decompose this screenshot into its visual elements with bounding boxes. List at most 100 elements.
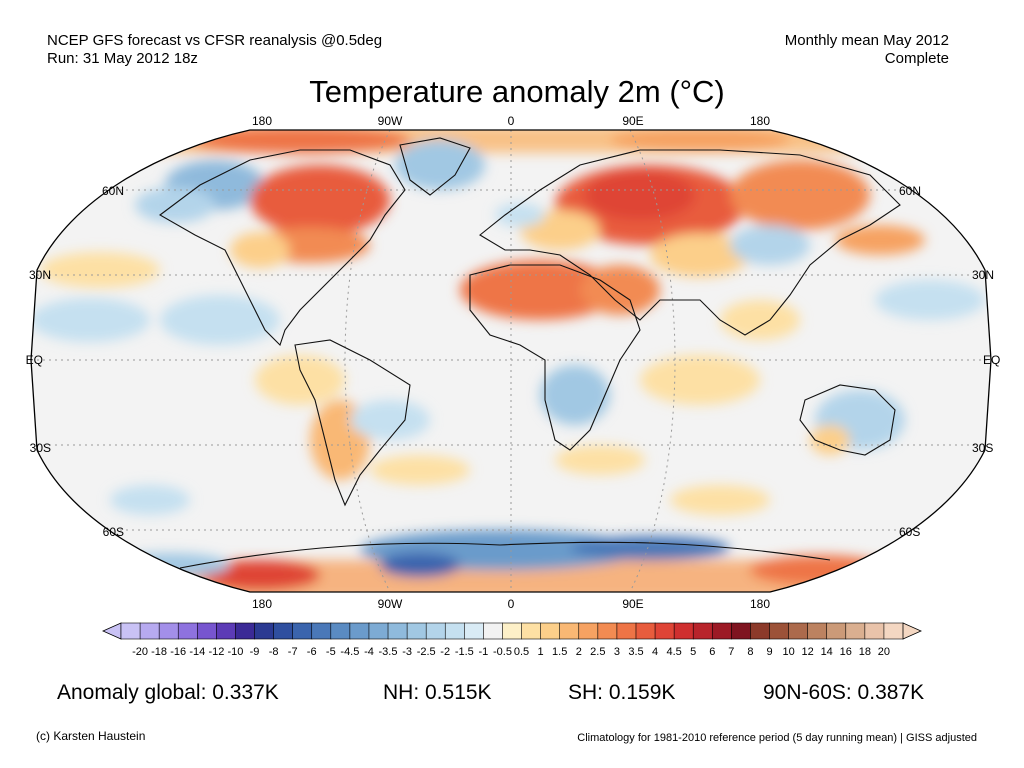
colorbar-tick-label: 5: [690, 646, 697, 658]
colorbar-swatch: [311, 622, 332, 640]
header-model-description: NCEP GFS forecast vs CFSR reanalysis @0.…: [47, 32, 383, 49]
lat-label-left-eq: EQ: [25, 353, 43, 367]
header-status: Complete: [884, 50, 949, 67]
colorbar-tick-label: 10: [782, 646, 795, 658]
colorbar-tick-label: -10: [227, 646, 244, 658]
colorbar-swatch: [254, 622, 275, 640]
colorbar-tick-label: -2.5: [416, 646, 436, 658]
lon-label-bottom-90w: 90W: [377, 597, 403, 611]
colorbar-swatch: [330, 622, 351, 640]
colorbar-tick-label: -7: [287, 646, 298, 658]
colorbar-tick-label: -12: [208, 646, 225, 658]
colorbar-tick-label: 0.5: [513, 646, 530, 658]
colorbar-swatch: [711, 622, 732, 640]
colorbar-swatch: [616, 622, 637, 640]
coastlines: [159, 137, 901, 569]
lat-label-right-30n: 30N: [972, 268, 995, 282]
colorbar-swatch: [521, 622, 542, 640]
colorbar-tick-label: 4: [651, 646, 659, 658]
colorbar-swatch: [673, 622, 694, 640]
header-run-time: Run: 31 May 2012 18z: [47, 50, 198, 67]
lat-label-right-60n: 60N: [899, 184, 922, 198]
colorbar-tick-label: -0.5: [493, 646, 512, 658]
colorbar-tick-label: 7: [728, 646, 735, 658]
colorbar-tick-label: -2: [440, 646, 451, 658]
footer-credit: (c) Karsten Haustein: [36, 729, 146, 743]
colorbar-tick-label: 14: [820, 646, 833, 658]
colorbar-swatch: [597, 622, 618, 640]
colorbar-swatch: [483, 622, 504, 640]
colorbar-tick-label: -8: [268, 646, 279, 658]
lon-label-bottom-90e: 90E: [622, 597, 644, 611]
colorbar-swatch: [177, 622, 198, 640]
lon-label-top-90e: 90E: [622, 114, 644, 128]
colorbar-tick-label: 3: [613, 646, 620, 658]
colorbar-tick-label: -20: [132, 646, 149, 658]
lon-label-top-90w: 90W: [377, 114, 403, 128]
colorbar-swatch: [292, 622, 313, 640]
colorbar-swatch: [425, 622, 446, 640]
stat-global-anomaly: Anomaly global: 0.337K: [57, 681, 279, 704]
lon-label-bottom-0: 0: [507, 597, 515, 611]
colorbar-swatch: [750, 622, 771, 640]
colorbar-swatch: [788, 622, 809, 640]
colorbar-swatch: [692, 622, 713, 640]
colorbar-tick-label: -3.5: [378, 646, 398, 658]
lon-label-bottom-180w: 180: [251, 597, 273, 611]
colorbar-swatch: [578, 622, 599, 640]
colorbar-tick-label: -16: [170, 646, 187, 658]
colorbar-tick-label: -3: [402, 646, 412, 658]
colorbar-swatch: [845, 622, 866, 640]
lon-label-bottom-180e: 180: [749, 597, 771, 611]
colorbar-max-arrow: [902, 622, 922, 640]
colorbar-tick-label: 6: [709, 646, 716, 658]
colorbar-tick-label: 8: [747, 646, 754, 658]
colorbar-swatch: [826, 622, 847, 640]
colorbar-tick-label: -18: [151, 646, 168, 658]
footer-climatology-note: Climatology for 1981-2010 reference peri…: [577, 732, 977, 744]
colorbar-tick-label: -6: [306, 646, 317, 658]
colorbar-tick-label: 16: [839, 646, 852, 658]
header-period: Monthly mean May 2012: [784, 32, 949, 49]
stat-arctic-anomaly: 90N-60S: 0.387K: [763, 681, 925, 704]
colorbar-tick-label: 9: [766, 646, 773, 658]
colorbar-tick-label: 4.5: [666, 646, 682, 658]
lon-label-top-180w: 180: [251, 114, 273, 128]
graticule: [31, 130, 991, 592]
stat-nh-anomaly: NH: 0.515K: [383, 681, 492, 704]
lon-label-top-0: 0: [507, 114, 515, 128]
stat-sh-anomaly: SH: 0.159K: [568, 681, 676, 704]
colorbar-tick-label: -4.5: [340, 646, 360, 658]
colorbar-tick-label: -9: [249, 646, 260, 658]
colorbar-swatch: [864, 622, 885, 640]
colorbar-tick-label: 2.5: [590, 646, 606, 658]
colorbar-swatch: [368, 622, 389, 640]
colorbar-swatch: [444, 622, 465, 640]
colorbar-tick-label: 20: [877, 646, 891, 658]
lat-label-left-60n: 60N: [101, 184, 124, 198]
colorbar-swatch: [807, 622, 828, 640]
colorbar-tick-label: -1: [478, 646, 489, 658]
colorbar-swatch: [139, 622, 160, 640]
colorbar-tick-label: -1.5: [454, 646, 474, 658]
map-title: Temperature anomaly 2m (°C): [309, 74, 725, 109]
colorbar-swatch: [349, 622, 370, 640]
colorbar-tick-label: -5: [325, 646, 336, 658]
lon-label-top-180e: 180: [749, 114, 771, 128]
colorbar-swatch: [387, 622, 408, 640]
colorbar-tick-label: 2: [575, 646, 582, 658]
colorbar-swatch: [158, 622, 179, 640]
lat-label-right-60s: 60S: [899, 525, 921, 539]
lat-label-left-30n: 30N: [28, 268, 51, 282]
colorbar-swatch: [559, 622, 580, 640]
lat-label-right-30s: 30S: [972, 441, 994, 455]
lat-label-left-60s: 60S: [102, 525, 124, 539]
colorbar-swatch: [235, 622, 256, 640]
colorbar: [102, 622, 922, 640]
colorbar-swatch: [406, 622, 427, 640]
colorbar-tick-label: -14: [189, 646, 206, 658]
colorbar-swatch: [654, 622, 675, 640]
colorbar-tick-label: 3.5: [628, 646, 644, 658]
colorbar-swatch: [464, 622, 484, 640]
